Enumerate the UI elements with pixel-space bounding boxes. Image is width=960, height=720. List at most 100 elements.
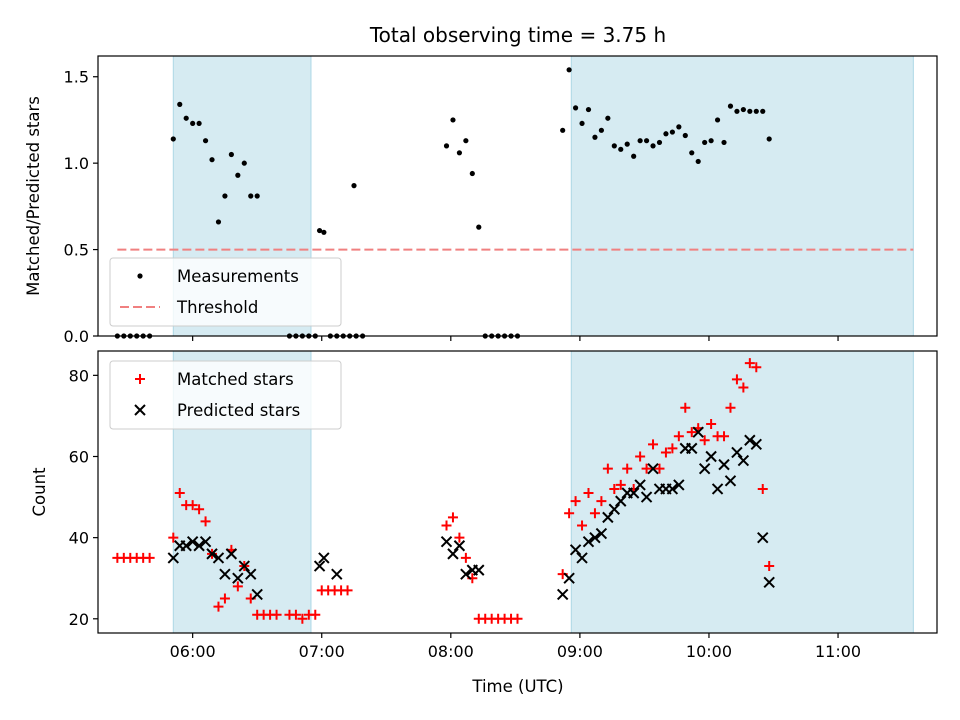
point-0-0-73 [734, 108, 740, 114]
point-0-0-53 [605, 115, 611, 121]
point-1-1-12 [245, 568, 257, 580]
point-1-1-44 [692, 426, 704, 438]
point-0-0-12 [209, 157, 215, 163]
point-1-0-54 [615, 479, 626, 490]
point-1-1-13 [251, 588, 263, 601]
point-0-0-71 [721, 139, 727, 146]
y-tick-label-0-2: 1.0 [64, 154, 89, 173]
bottom-y-axis-label: Count [30, 467, 49, 517]
legend-label-1-1: Predicted stars [177, 401, 300, 420]
point-1-0-64 [680, 402, 691, 413]
point-1-1-17 [440, 535, 453, 548]
point-1-0-46 [564, 508, 575, 519]
point-1-1-5 [199, 535, 212, 548]
point-1-0-55 [622, 463, 633, 474]
point-1-1-11 [238, 560, 250, 572]
point-0-0-74 [740, 106, 746, 113]
point-0-0-68 [702, 139, 708, 146]
point-1-0-73 [738, 382, 749, 393]
axes-frame-1 [97, 350, 938, 634]
point-1-0-11 [200, 516, 211, 527]
point-0-0-47 [566, 67, 572, 73]
point-1-0-71 [725, 402, 736, 413]
point-0-0-69 [708, 138, 714, 144]
point-0-0-65 [682, 132, 688, 139]
point-1-1-7 [212, 552, 225, 564]
point-0-0-49 [579, 120, 585, 127]
y-tick-label-0-1: 0.5 [64, 241, 89, 260]
point-0-0-55 [618, 146, 624, 152]
point-1-1-10 [232, 572, 244, 584]
point-1-0-52 [602, 463, 613, 474]
point-1-1-54 [757, 531, 769, 544]
point-0-0-46 [560, 127, 566, 133]
legend-label-1-0: Matched stars [177, 370, 294, 389]
y-tick-label-0-0: 0.0 [64, 327, 89, 346]
point-1-1-43 [686, 442, 698, 455]
point-0-0-19 [254, 193, 260, 199]
legend-1: Matched stars Predicted stars [109, 360, 342, 430]
point-1-1-49 [724, 475, 737, 487]
point-0-0-59 [643, 138, 650, 144]
point-1-0-59 [648, 439, 659, 450]
point-0-0-70 [714, 117, 721, 123]
point-0-0-66 [689, 150, 695, 156]
point-1-0-25 [297, 613, 308, 624]
point-1-0-32 [342, 585, 353, 596]
point-1-1-40 [666, 483, 679, 495]
point-1-1-34 [627, 487, 640, 499]
point-1-0-61 [660, 447, 671, 458]
point-1-1-50 [731, 446, 743, 459]
point-0-0-61 [656, 139, 663, 146]
point-0-0-57 [631, 153, 637, 159]
point-1-1-6 [206, 548, 218, 560]
y-tick-label-0-3: 1.5 [64, 68, 89, 87]
point-1-1-52 [744, 434, 756, 446]
x-tick-label-3: 09:00 [557, 642, 603, 661]
point-1-1-30 [602, 511, 614, 524]
point-1-0-74 [744, 358, 755, 369]
point-1-1-46 [705, 450, 717, 463]
point-1-0-57 [635, 451, 646, 462]
point-1-1-16 [331, 568, 343, 580]
point-1-0-10 [194, 504, 205, 515]
point-0-0-52 [598, 127, 605, 133]
series-cross-1 [167, 426, 775, 601]
point-0-0-56 [624, 141, 630, 147]
point-1-1-2 [180, 540, 192, 552]
point-0-0-63 [669, 129, 675, 135]
point-1-0-75 [751, 362, 762, 373]
point-1-0-51 [596, 496, 607, 507]
point-1-0-7 [174, 488, 185, 499]
point-1-0-13 [213, 601, 224, 612]
legend-label-0-1: Threshold [176, 298, 258, 317]
point-0-0-72 [727, 103, 734, 109]
y-tick-label-1-2: 60 [69, 447, 89, 466]
point-1-1-8 [219, 568, 231, 580]
point-1-1-0 [167, 552, 180, 564]
point-0-0-37 [463, 138, 469, 144]
x-tick-label-0: 06:00 [170, 642, 216, 661]
point-0-0-36 [456, 150, 463, 156]
point-1-0-50 [589, 508, 600, 519]
point-1-1-36 [640, 491, 653, 503]
point-0-0-8 [183, 115, 189, 121]
point-1-0-14 [219, 593, 230, 604]
point-1-1-4 [193, 540, 205, 552]
point-1-1-45 [698, 462, 711, 475]
point-1-0-34 [447, 512, 458, 523]
point-1-0-72 [731, 374, 742, 385]
point-1-1-19 [453, 540, 466, 552]
point-0-0-13 [215, 219, 222, 225]
point-1-0-47 [570, 496, 581, 507]
point-0-0-17 [241, 160, 247, 166]
point-0-0-38 [469, 170, 475, 177]
point-1-1-18 [447, 548, 459, 560]
x-axis-label: Time (UTC) [471, 677, 563, 696]
point-1-0-5 [144, 552, 155, 563]
point-1-0-63 [673, 431, 684, 442]
point-0-0-51 [592, 134, 598, 140]
point-1-1-35 [634, 479, 646, 491]
point-0-0-14 [222, 193, 228, 199]
